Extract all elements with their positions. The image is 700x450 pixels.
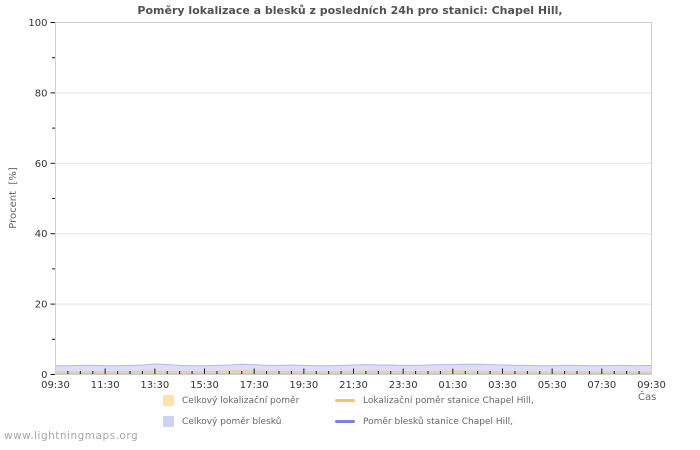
legend-label: Celkový lokalizační poměr bbox=[182, 395, 300, 406]
x-tick-label: 11:30 bbox=[91, 380, 120, 391]
legend-item-station-stroke-ratio: Poměr blesků stanice Chapel Hill, bbox=[335, 411, 534, 432]
legend: Celkový lokalizační poměr Lokalizační po… bbox=[163, 390, 534, 432]
line-swatch-icon bbox=[335, 420, 355, 423]
x-tick-label: 07:30 bbox=[587, 380, 616, 391]
y-tick-label: 0 bbox=[41, 370, 47, 381]
x-tick-label: 13:30 bbox=[140, 380, 169, 391]
x-tick-label: 03:30 bbox=[488, 380, 517, 391]
y-axis-label: Procent [%] bbox=[8, 167, 19, 229]
x-tick-label: 23:30 bbox=[389, 380, 418, 391]
legend-label: Poměr blesků stanice Chapel Hill, bbox=[363, 416, 513, 427]
y-tick-label: 100 bbox=[28, 18, 47, 29]
x-tick-label: 19:30 bbox=[289, 380, 318, 391]
chart-title: Poměry lokalizace a blesků z posledních … bbox=[137, 4, 563, 17]
legend-item-total-location-ratio: Celkový lokalizační poměr bbox=[163, 390, 335, 411]
legend-item-total-stroke-ratio: Celkový poměr blesků bbox=[163, 411, 335, 432]
legend-item-station-location-ratio: Lokalizační poměr stanice Chapel Hill, bbox=[335, 390, 534, 411]
x-tick-label: 17:30 bbox=[240, 380, 269, 391]
area-swatch-icon bbox=[163, 395, 174, 406]
area-edge-1 bbox=[55, 363, 652, 367]
x-tick-label: 09:30 bbox=[637, 380, 666, 391]
x-tick-label: 15:30 bbox=[190, 380, 219, 391]
line-swatch-icon bbox=[335, 399, 355, 402]
y-tick-label: 60 bbox=[35, 159, 48, 170]
x-tick-label: 09:30 bbox=[41, 380, 70, 391]
y-tick-label: 80 bbox=[35, 88, 48, 99]
x-axis-label: Čas bbox=[638, 392, 657, 403]
x-tick-label: 21:30 bbox=[339, 380, 368, 391]
y-tick-label: 20 bbox=[35, 300, 48, 311]
y-tick-label: 40 bbox=[35, 229, 48, 240]
area-swatch-icon bbox=[163, 416, 174, 427]
legend-label: Lokalizační poměr stanice Chapel Hill, bbox=[363, 395, 534, 406]
x-tick-label: 01:30 bbox=[438, 380, 467, 391]
legend-label: Celkový poměr blesků bbox=[182, 416, 282, 427]
x-tick-label: 05:30 bbox=[538, 380, 567, 391]
watermark: www.lightningmaps.org bbox=[4, 430, 139, 442]
plot-border bbox=[55, 22, 652, 375]
